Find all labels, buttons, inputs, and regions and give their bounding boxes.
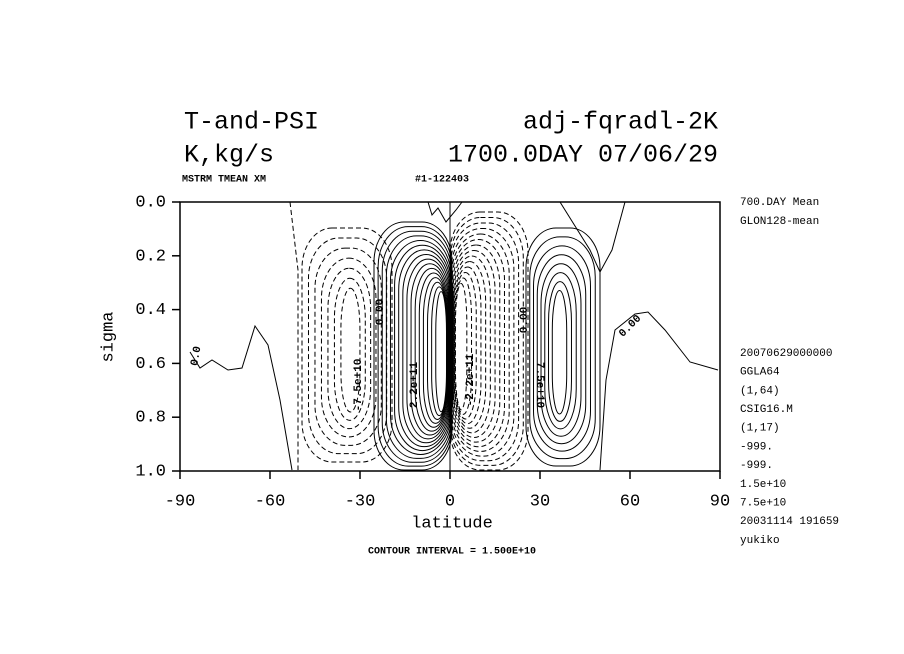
side-annotation: -999.: [740, 460, 773, 472]
side-annotation: GGLA64: [740, 367, 780, 379]
contour-line: [435, 291, 447, 413]
header-right: #1-122403: [415, 175, 469, 186]
zero-contour: [189, 324, 293, 471]
title-left: T-and-PSI: [184, 108, 319, 137]
x-axis-label: latitude: [411, 514, 493, 533]
contour-line: [307, 237, 388, 455]
contour-label: 0.00: [375, 299, 387, 325]
y-tick-label: 0.8: [135, 409, 166, 428]
y-axis-label: sigma: [99, 311, 118, 362]
subtitle-left: K,kg/s: [184, 141, 274, 170]
contour-line: [327, 267, 372, 430]
contour-line: [452, 255, 491, 434]
contour-label: 2.2e+11: [409, 362, 421, 409]
side-annotation: CSIG16.M: [740, 404, 793, 416]
contour-line: [548, 281, 572, 422]
y-tick-label: 0.6: [135, 355, 166, 374]
side-annotation: 20031114 191659: [740, 516, 839, 528]
contour-line: [533, 245, 591, 452]
side-annotation: -999.: [740, 441, 773, 453]
contour-label: -2.2e+11: [465, 353, 477, 406]
zero-contour: [427, 201, 463, 223]
contour-line: [320, 257, 377, 438]
y-tick-label: 0.4: [135, 301, 166, 320]
contour-label: 0.0: [189, 345, 204, 367]
side-annotation: GLON128-mean: [740, 216, 819, 228]
x-tick-label: 0: [445, 492, 455, 511]
contour-line: [529, 236, 596, 460]
contour-line: [454, 271, 477, 420]
y-tick-label: 0.2: [135, 247, 166, 266]
contour-line: [452, 249, 496, 439]
contour-line: [544, 272, 577, 430]
contour-line: [454, 282, 468, 411]
contour-line: [301, 227, 393, 463]
header-left: MSTRM TMEAN XM: [182, 175, 266, 186]
y-tick-label: 0.0: [135, 193, 166, 212]
side-annotation: 700.DAY Mean: [740, 197, 819, 209]
contour-line: [452, 244, 501, 443]
side-annotation: yukiko: [740, 535, 780, 547]
contour-line: [525, 227, 601, 467]
contour-line: [536, 254, 587, 445]
zero-contour: [289, 201, 299, 470]
contour-label: -7.5e+10: [353, 359, 365, 412]
contour-line: [453, 266, 482, 425]
side-annotation: 7.5e+10: [740, 498, 786, 510]
side-annotation: 20070629000000: [740, 348, 832, 360]
side-annotation: (1,17): [740, 423, 780, 435]
x-tick-label: 60: [620, 492, 640, 511]
x-tick-label: -90: [165, 492, 196, 511]
side-annotation: 1.5e+10: [740, 479, 786, 491]
contour-line: [540, 263, 582, 437]
x-tick-label: -60: [255, 492, 286, 511]
subtitle-right: 1700.0DAY 07/06/29: [448, 141, 718, 170]
x-tick-label: 90: [710, 492, 730, 511]
x-tick-label: 30: [530, 492, 550, 511]
side-annotation: (1,64): [740, 385, 780, 397]
y-tick-label: 1.0: [135, 462, 166, 481]
contour-label: 0.00: [519, 307, 531, 333]
x-tick-label: -30: [345, 492, 376, 511]
contour-label: 7.5e+10: [533, 362, 545, 408]
contour-line: [551, 290, 568, 415]
zero-contour: [599, 311, 719, 471]
contour-line: [314, 247, 382, 446]
contour-line: [340, 287, 361, 413]
footer: CONTOUR INTERVAL = 1.500E+10: [368, 547, 536, 558]
title-right: adj-fqradl-2K: [523, 108, 718, 137]
contour-line: [333, 277, 366, 421]
